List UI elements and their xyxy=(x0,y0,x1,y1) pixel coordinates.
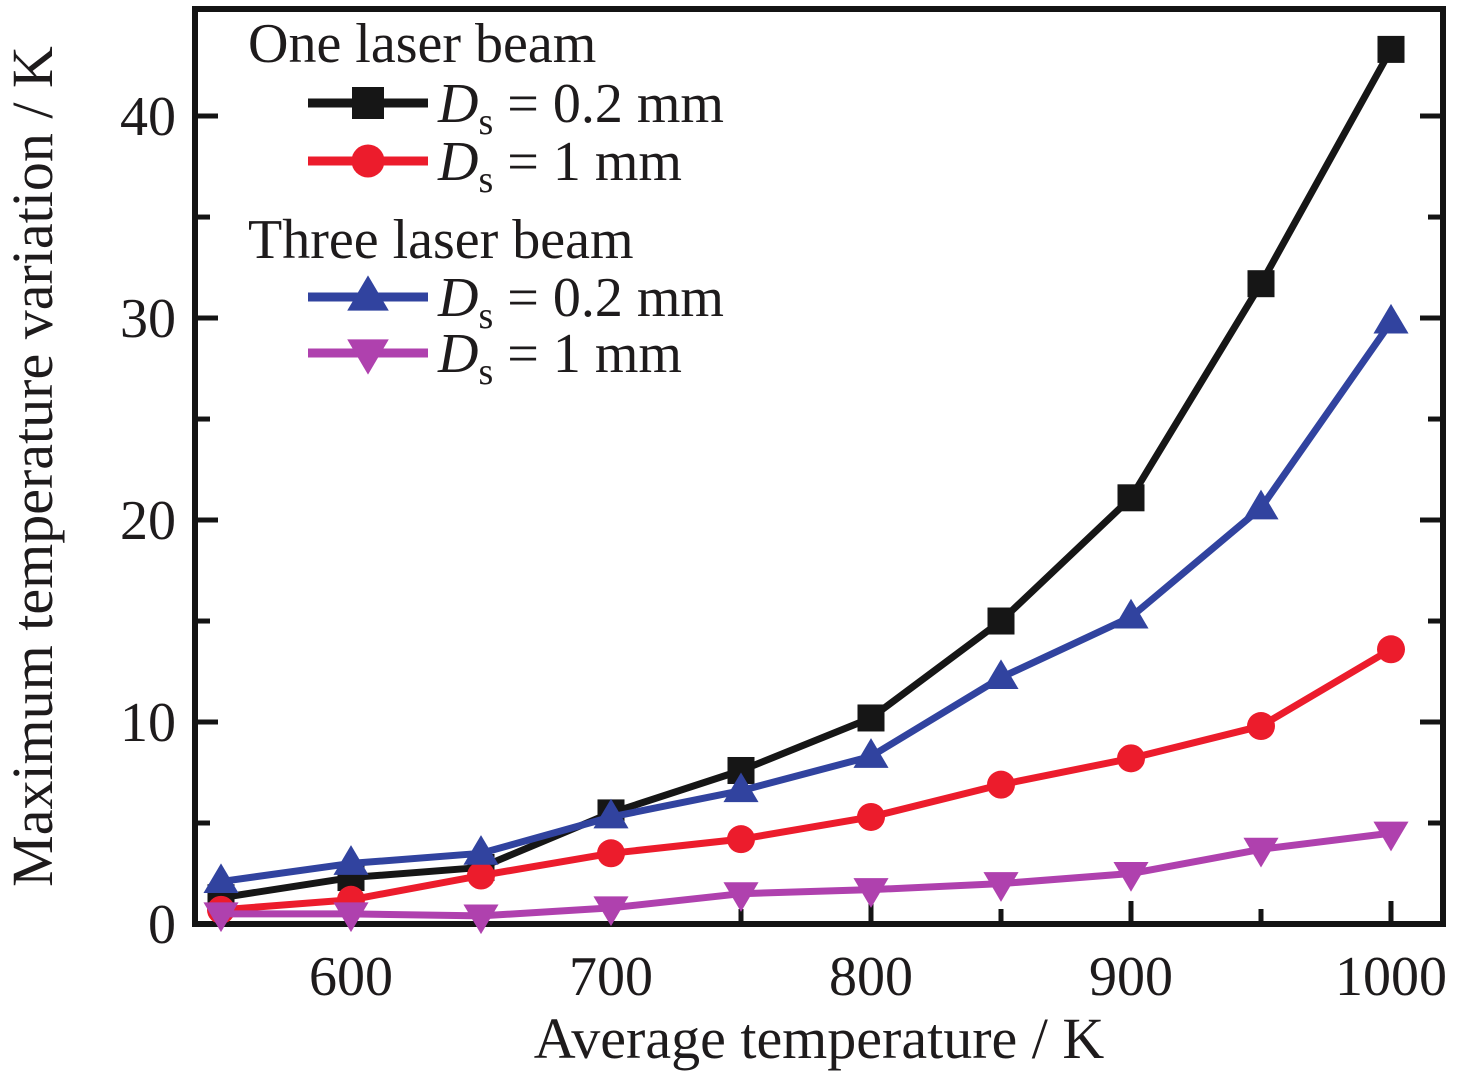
x-tick-label: 1000 xyxy=(1335,946,1447,1008)
legend-entry-label: Ds = 1 mm xyxy=(437,131,682,201)
y-tick-label: 0 xyxy=(148,894,176,956)
series-line-2 xyxy=(220,320,1394,886)
series-line-3 xyxy=(221,829,1392,920)
x-axis-label: Average temperature / K xyxy=(534,1006,1105,1071)
data-marker xyxy=(1243,837,1279,868)
data-marker xyxy=(1373,821,1409,852)
x-tick-label: 700 xyxy=(569,946,653,1008)
series-line-1 xyxy=(220,646,1393,914)
data-marker xyxy=(853,738,889,768)
data-marker xyxy=(1373,303,1409,334)
data-marker xyxy=(1113,598,1149,629)
data-marker xyxy=(463,904,499,935)
data-marker xyxy=(727,825,755,854)
data-marker xyxy=(1113,862,1149,892)
data-marker xyxy=(1117,744,1145,773)
legend-header: Three laser beam xyxy=(248,209,634,271)
legend-marker xyxy=(352,87,384,119)
legend-entry-label: Ds = 0.2 mm xyxy=(437,267,724,337)
y-tick-label: 40 xyxy=(120,86,176,148)
legend-header: One laser beam xyxy=(248,13,596,75)
data-marker xyxy=(1377,635,1405,664)
plot-frame xyxy=(192,6,1446,927)
data-marker xyxy=(1377,35,1405,63)
data-marker xyxy=(1247,712,1275,741)
legend-marker xyxy=(347,339,389,375)
data-marker xyxy=(983,872,1019,902)
data-marker xyxy=(1117,484,1145,512)
legend-marker xyxy=(351,144,385,178)
legend-entry-label: Ds = 1 mm xyxy=(437,323,682,393)
data-marker xyxy=(333,845,369,875)
data-marker xyxy=(1243,489,1279,520)
data-marker xyxy=(467,861,495,890)
data-marker xyxy=(203,902,239,933)
y-tick-label: 10 xyxy=(120,692,176,754)
data-marker xyxy=(983,659,1019,690)
data-marker xyxy=(597,839,625,868)
data-marker xyxy=(987,770,1015,799)
data-marker xyxy=(593,896,629,927)
data-marker xyxy=(723,772,759,803)
x-tick-label: 800 xyxy=(829,946,913,1008)
data-marker xyxy=(203,863,239,894)
x-tick-label: 600 xyxy=(309,946,393,1008)
data-marker xyxy=(333,902,369,933)
data-marker xyxy=(857,704,885,732)
data-marker xyxy=(1247,270,1275,298)
y-axis-label: Maximum temperature variation / K xyxy=(0,46,65,887)
y-tick-label: 30 xyxy=(120,288,176,350)
data-marker xyxy=(723,882,759,912)
data-marker xyxy=(463,835,499,865)
x-tick-label: 900 xyxy=(1089,946,1173,1008)
legend-entry-label: Ds = 0.2 mm xyxy=(437,73,724,143)
legend-marker xyxy=(347,275,389,311)
data-marker xyxy=(857,802,885,831)
data-marker xyxy=(593,798,629,829)
y-tick-label: 20 xyxy=(120,490,176,552)
data-marker xyxy=(987,607,1015,635)
data-marker xyxy=(853,878,889,908)
series-line-0 xyxy=(220,47,1395,902)
